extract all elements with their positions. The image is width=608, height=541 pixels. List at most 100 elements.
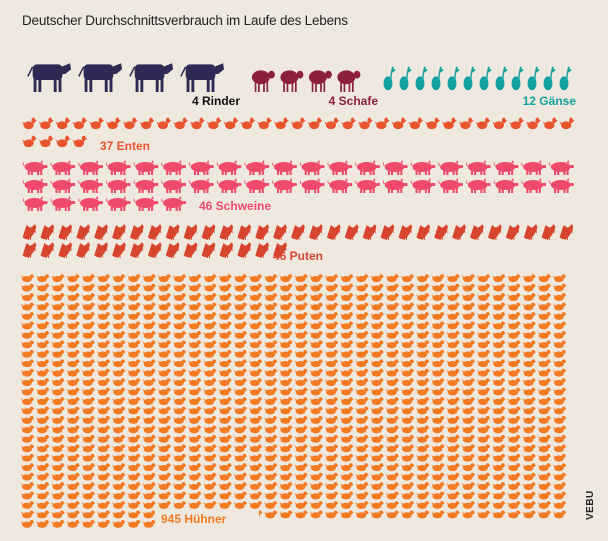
chicken-icon bbox=[416, 472, 430, 481]
pig-icon bbox=[50, 160, 76, 175]
chicken-icon bbox=[112, 491, 126, 500]
chicken-icon bbox=[537, 378, 552, 387]
chicken-icon bbox=[385, 501, 400, 509]
chicken-icon bbox=[507, 340, 521, 349]
chicken-icon bbox=[385, 330, 400, 339]
turkey-icon bbox=[237, 242, 251, 258]
chicken-icon bbox=[385, 491, 400, 500]
duck-icon bbox=[223, 117, 239, 130]
chicken-icon bbox=[36, 293, 50, 302]
chicken-icon bbox=[522, 387, 537, 396]
chicken-icon bbox=[203, 434, 217, 443]
chicken-icon bbox=[203, 491, 217, 500]
chicken-icon bbox=[385, 472, 400, 481]
chicken-icon bbox=[446, 330, 461, 339]
chicken-icon bbox=[218, 491, 233, 500]
chicken-icon bbox=[492, 378, 506, 387]
turkey-icon bbox=[488, 224, 502, 240]
turkey-icon bbox=[541, 224, 556, 240]
chicken-icon bbox=[233, 416, 248, 424]
chicken-icon bbox=[294, 387, 309, 396]
chicken-icon bbox=[81, 425, 96, 434]
goose-icon bbox=[527, 66, 540, 91]
chicken-icon bbox=[203, 482, 217, 491]
chicken-icon bbox=[127, 349, 141, 358]
chicken-icon bbox=[553, 397, 567, 405]
chicken-icon bbox=[142, 293, 157, 302]
pig-icon bbox=[493, 178, 519, 193]
chicken-icon bbox=[21, 406, 35, 415]
chicken-icon bbox=[264, 463, 278, 472]
chicken-icon bbox=[142, 321, 157, 330]
chicken-icon bbox=[173, 340, 187, 349]
chicken-icon bbox=[416, 340, 430, 349]
chicken-icon bbox=[188, 397, 202, 405]
chicken-icon bbox=[461, 463, 476, 472]
chicken-icon bbox=[218, 444, 233, 453]
chicken-icon bbox=[112, 387, 126, 396]
chicken-icon bbox=[188, 359, 202, 368]
pig-icon bbox=[105, 160, 131, 175]
chicken-icon bbox=[507, 491, 521, 500]
chicken-icon bbox=[340, 321, 354, 330]
chicken-icon bbox=[507, 406, 521, 415]
chicken-icon bbox=[218, 293, 233, 302]
sheep-icon bbox=[280, 70, 304, 92]
chicken-icon bbox=[127, 359, 141, 368]
duck-icon bbox=[173, 117, 189, 130]
chicken-icon bbox=[294, 378, 309, 387]
chicken-icon bbox=[97, 519, 111, 528]
label-backdrop bbox=[155, 510, 259, 528]
chicken-icon bbox=[325, 501, 339, 509]
goose-icon bbox=[383, 66, 396, 91]
chicken-icon bbox=[553, 453, 567, 462]
chicken-icon bbox=[507, 444, 521, 453]
chicken-icon bbox=[36, 463, 50, 472]
chicken-icon bbox=[401, 453, 415, 462]
chicken-icon bbox=[370, 378, 385, 387]
chicken-icon bbox=[431, 330, 445, 339]
chicken-icon bbox=[325, 349, 339, 358]
chicken-icon bbox=[553, 482, 567, 491]
chicken-icon bbox=[97, 321, 111, 330]
chicken-icon bbox=[553, 349, 567, 358]
chicken-icon bbox=[127, 519, 141, 528]
chicken-icon bbox=[51, 293, 65, 302]
chicken-icon bbox=[446, 491, 461, 500]
chicken-icon bbox=[325, 330, 339, 339]
chicken-icon bbox=[66, 387, 81, 396]
chicken-icon bbox=[142, 302, 157, 311]
chicken-icon bbox=[385, 274, 400, 283]
chicken-icon bbox=[355, 472, 369, 481]
turkey-icon bbox=[201, 242, 216, 258]
chicken-icon bbox=[416, 302, 430, 311]
chicken-icon bbox=[173, 453, 187, 462]
chicken-icon bbox=[355, 425, 369, 434]
chicken-icon bbox=[340, 510, 354, 519]
chicken-icon bbox=[416, 397, 430, 405]
chicken-icon bbox=[431, 387, 445, 396]
chicken-icon bbox=[81, 406, 96, 415]
pig-icon bbox=[216, 178, 242, 193]
pig-icon bbox=[493, 160, 519, 175]
chicken-icon bbox=[127, 302, 141, 311]
chicken-icon bbox=[97, 340, 111, 349]
turkey-icon bbox=[58, 242, 72, 258]
chicken-icon bbox=[36, 349, 50, 358]
chicken-icon bbox=[477, 321, 491, 330]
chicken-icon bbox=[81, 340, 96, 349]
chicken-icon bbox=[218, 406, 233, 415]
pig-icon bbox=[78, 178, 103, 193]
chicken-icon bbox=[81, 472, 96, 481]
chicken-icon bbox=[279, 501, 293, 509]
chicken-icon bbox=[157, 368, 172, 377]
chicken-icon bbox=[522, 330, 537, 339]
chicken-icon bbox=[233, 444, 248, 453]
chicken-icon bbox=[294, 501, 309, 509]
duck-icon bbox=[475, 117, 491, 130]
chicken-icon bbox=[461, 416, 476, 424]
chicken-icon bbox=[522, 482, 537, 491]
chicken-icon bbox=[522, 321, 537, 330]
chicken-icon bbox=[264, 501, 278, 509]
chicken-icon bbox=[173, 387, 187, 396]
